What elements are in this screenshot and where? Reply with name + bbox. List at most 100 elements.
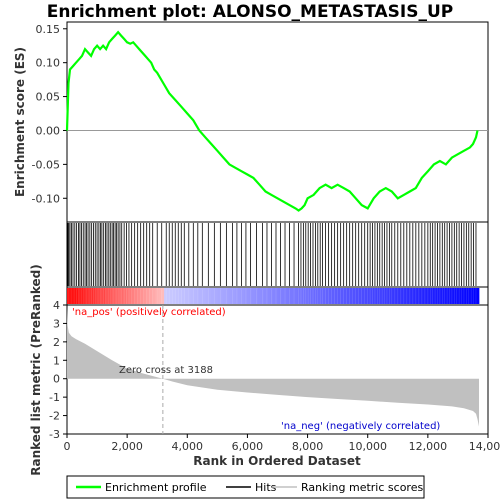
colorbar-cell [378,288,383,304]
es-panel-frame [66,21,489,223]
colorbar-cell [458,288,462,304]
colorbar-cell [181,288,186,304]
colorbar-cell [155,288,159,304]
colorbar-cell [423,288,427,304]
colorbar-cell [78,288,83,304]
colorbar-cell [158,288,162,304]
colorbar-cell [399,288,403,304]
colorbar-cell [234,288,239,304]
colorbar-cell [434,288,439,304]
colorbar-cell [402,288,406,304]
colorbar-cell [264,288,268,304]
colorbar-cell [314,288,318,304]
colorbar-cell [140,288,144,304]
colorbar-cell [105,288,109,304]
metric-y-tick-label: -1 [49,391,60,404]
colorbar-cell [464,288,468,304]
colorbar-cell [149,288,153,304]
colorbar-cell [367,288,371,304]
colorbar-cell [119,288,124,304]
colorbar-cell [270,288,274,304]
es-y-tick-label: -0.10 [32,192,60,205]
es-y-axis: 0.15 0.10 0.05 0.00 -0.05 -0.10 [32,23,67,205]
colorbar-cell [440,288,445,304]
colorbar-cell [199,288,203,304]
colorbar-cell [122,288,127,304]
colorbar-cell [346,288,350,304]
hits-panel [66,221,489,288]
es-profile-line [65,30,479,212]
x-axis: 0 2,000 4,000 6,000 8,000 10,000 12,000 14,000 [64,434,500,453]
colorbar-cell [222,288,227,304]
colorbar-cell [134,288,139,304]
colorbar-cell [87,288,91,304]
colorbar-cell [352,288,356,304]
colorbar-cell [476,288,480,304]
rank-colorbar [66,286,489,306]
x-tick-label: 8,000 [292,440,324,453]
colorbar-cell [431,288,436,304]
colorbar-cell [334,288,339,304]
colorbar-cell [417,288,421,304]
colorbar-cell [261,288,265,304]
colorbar-cell [340,288,345,304]
colorbar-cell [293,288,297,304]
colorbar-cell [470,288,474,304]
colorbar-cell [331,288,336,304]
colorbar-cell [196,288,200,304]
colorbar-cell [411,288,415,304]
es-y-tick-label: 0.00 [36,124,61,137]
colorbar-cell [228,288,233,304]
colorbar-cell [178,288,183,304]
colorbar-cell [214,288,218,304]
metric-area [67,306,479,427]
colorbar-cell [446,288,450,304]
colorbar-cell [267,288,271,304]
metric-y-tick-label: 2 [53,336,60,349]
colorbar-cell [343,288,347,304]
colorbar-cell [146,288,150,304]
colorbar-cell [461,288,465,304]
colorbar-cell [93,288,97,304]
x-tick-label: 6,000 [232,440,264,453]
x-tick-label: 12,000 [409,440,448,453]
colorbar-cell [302,288,306,304]
colorbar-cell [278,288,283,304]
negative-correlation-label: 'na_neg' (negatively correlated) [281,421,440,432]
colorbar-cell [175,288,180,304]
colorbar-cell [152,288,156,304]
colorbar-cell [193,288,197,304]
x-tick-label: 2,000 [111,440,143,453]
colorbar-cells [67,288,480,304]
colorbar-cell [284,288,289,304]
colorbar-cell [323,288,327,304]
colorbar-cell [281,288,286,304]
hits-series [67,223,477,286]
colorbar-cell [393,288,397,304]
colorbar-cell [308,288,312,304]
colorbar-cell [258,288,262,304]
colorbar-cell [190,288,194,304]
metric-y-tick-label: 4 [53,299,60,312]
colorbar-cell [320,288,324,304]
metric-y-axis-title: Ranked list metric (PreRanked) [29,264,43,476]
colorbar-cell [375,288,380,304]
colorbar-cell [467,288,471,304]
colorbar-cell [337,288,342,304]
es-profile-series [65,30,479,212]
colorbar-cell [290,288,294,304]
x-tick-label: 14,000 [469,440,500,453]
colorbar-cell [161,288,165,304]
es-y-tick-label: 0.10 [36,57,61,70]
colorbar-cell [387,288,392,304]
es-y-tick-label: 0.05 [36,91,61,104]
colorbar-cell [75,288,80,304]
colorbar-cell [420,288,424,304]
metric-series [67,306,479,427]
colorbar-cell [102,288,106,304]
es-y-axis-title: Enrichment score (ES) [13,47,27,197]
colorbar-cell [426,288,430,304]
colorbar-cell [405,288,409,304]
x-tick-label: 0 [64,440,71,453]
colorbar-cell [128,288,133,304]
